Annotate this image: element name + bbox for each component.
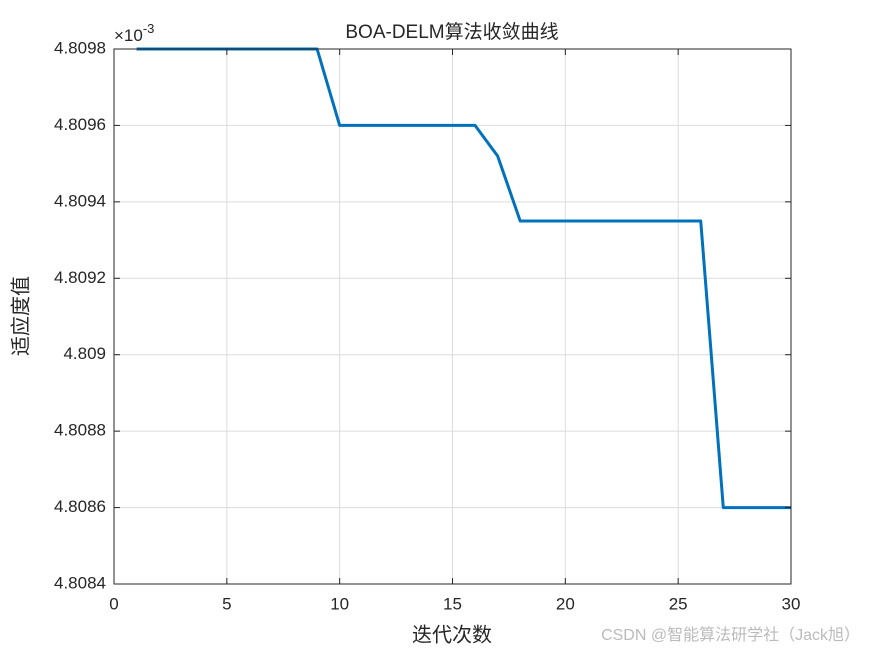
exponent-base: ×10 xyxy=(114,26,143,45)
chart-title: BOA-DELM算法收敛曲线 xyxy=(345,21,558,43)
x-tick-label: 15 xyxy=(443,594,462,613)
x-tick-label: 25 xyxy=(669,594,688,613)
y-tick-label: 4.809 xyxy=(63,344,106,363)
y-exponent: ×10-3 xyxy=(114,21,154,45)
watermark: CSDN @智能算法研学社（Jack旭） xyxy=(601,625,860,644)
y-tick-label: 4.8086 xyxy=(54,497,106,516)
exponent-power: -3 xyxy=(143,21,155,36)
y-tick-label: 4.8092 xyxy=(54,268,106,287)
x-axis-label: 迭代次数 xyxy=(412,623,492,646)
y-axis-label: 适应度值 xyxy=(9,276,32,356)
x-tick-label: 5 xyxy=(222,594,231,613)
y-tick-label: 4.8098 xyxy=(54,38,106,57)
x-tick-label: 20 xyxy=(556,594,575,613)
y-tick-label: 4.8084 xyxy=(54,573,106,592)
y-tick-label: 4.8094 xyxy=(54,191,106,210)
x-tick-label: 10 xyxy=(330,594,349,613)
y-tick-label: 4.8096 xyxy=(54,115,106,134)
y-tick-label: 4.8088 xyxy=(54,421,106,440)
x-tick-label: 30 xyxy=(782,594,801,613)
x-tick-label: 0 xyxy=(109,594,118,613)
